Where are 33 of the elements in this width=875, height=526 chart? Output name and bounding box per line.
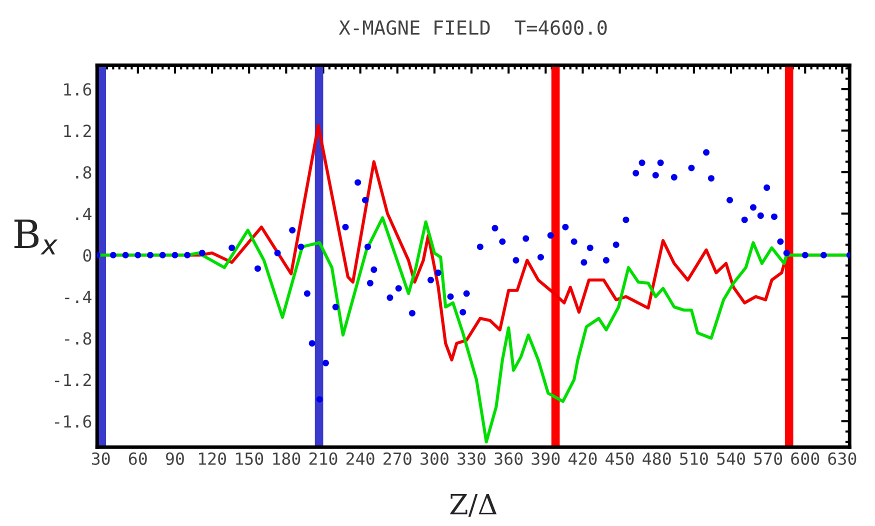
x-tick-label: 270	[384, 452, 412, 465]
x-tick-label: 60	[128, 452, 147, 465]
y-tick-label: 1.2	[64, 124, 91, 137]
y-tick-label: -.8	[65, 332, 92, 345]
x-tick-label: 90	[166, 452, 184, 465]
x-tick-label: 450	[606, 452, 634, 465]
y-axis-title: B$_{x}$	[14, 220, 58, 254]
x-tick-label: 240	[346, 452, 374, 465]
y-tick-label: -1.2	[55, 374, 91, 386]
chart-title: X-MAGNE FIELD T=4600.0	[338, 20, 607, 35]
x-tick-label: 540	[717, 452, 745, 465]
y-tick-label: -.4	[65, 290, 92, 304]
x-tick-label: 150	[236, 452, 264, 465]
y-tick-label: 1.6	[64, 83, 92, 96]
y-tick-label: 0	[83, 249, 92, 262]
x-tick-label: 360	[494, 452, 523, 465]
x-tick-label: 420	[568, 452, 597, 465]
y-tick-label: .4	[76, 208, 92, 220]
x-tick-label: 180	[273, 452, 300, 465]
x-tick-label: 330	[458, 452, 486, 465]
x-tick-label: 210	[309, 452, 338, 465]
x-tick-label: 510	[680, 452, 708, 465]
x-tick-label: 300	[420, 452, 448, 465]
y-tick-label: .8	[76, 166, 92, 179]
x-tick-label: 120	[198, 452, 226, 465]
y-tick-label: -1.6	[55, 415, 92, 428]
x-tick-label: 600	[791, 452, 820, 465]
x-tick-label: 390	[532, 452, 560, 465]
x-tick-label: 630	[828, 452, 856, 465]
x-tick-label: 30	[92, 452, 110, 465]
x-tick-label: 480	[642, 452, 671, 465]
x-tick-label: 570	[754, 452, 782, 465]
x-axis-title: Z/Δ	[450, 494, 497, 517]
